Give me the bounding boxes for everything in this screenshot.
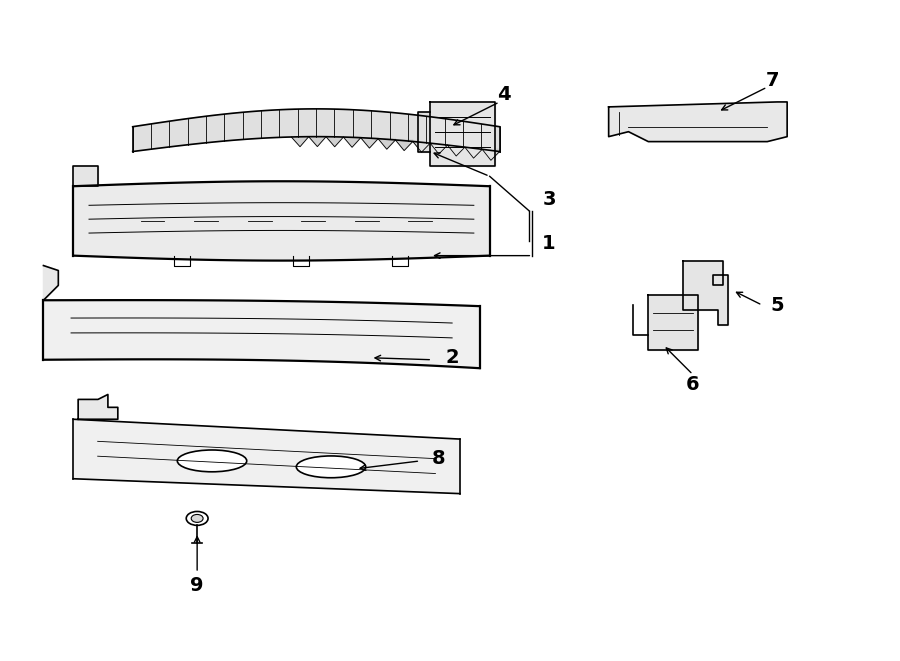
Polygon shape	[73, 181, 490, 260]
Polygon shape	[683, 260, 727, 325]
Polygon shape	[292, 137, 309, 147]
Polygon shape	[309, 137, 326, 147]
Polygon shape	[482, 149, 500, 161]
Ellipse shape	[296, 456, 365, 478]
Text: 1: 1	[542, 234, 556, 253]
Polygon shape	[608, 102, 788, 141]
Polygon shape	[43, 266, 58, 300]
Ellipse shape	[191, 514, 203, 522]
Polygon shape	[361, 137, 378, 148]
Polygon shape	[326, 137, 344, 147]
Text: 6: 6	[686, 375, 700, 394]
Polygon shape	[344, 137, 361, 147]
Polygon shape	[378, 139, 395, 149]
Polygon shape	[447, 145, 465, 156]
Ellipse shape	[186, 512, 208, 525]
Polygon shape	[430, 143, 447, 154]
Polygon shape	[465, 147, 482, 158]
Text: 3: 3	[542, 190, 555, 209]
Text: 7: 7	[766, 71, 779, 90]
Polygon shape	[43, 300, 480, 368]
Polygon shape	[418, 112, 430, 151]
Text: 2: 2	[445, 348, 459, 368]
Text: 4: 4	[497, 85, 510, 104]
Text: 5: 5	[770, 295, 784, 315]
Polygon shape	[73, 167, 98, 186]
Polygon shape	[78, 395, 118, 419]
Polygon shape	[648, 295, 698, 350]
Polygon shape	[413, 141, 430, 152]
Polygon shape	[132, 109, 500, 151]
Polygon shape	[430, 102, 495, 167]
Ellipse shape	[177, 450, 247, 472]
Polygon shape	[73, 419, 460, 494]
Polygon shape	[395, 140, 413, 151]
Text: 8: 8	[432, 449, 446, 469]
Text: 9: 9	[191, 576, 204, 596]
